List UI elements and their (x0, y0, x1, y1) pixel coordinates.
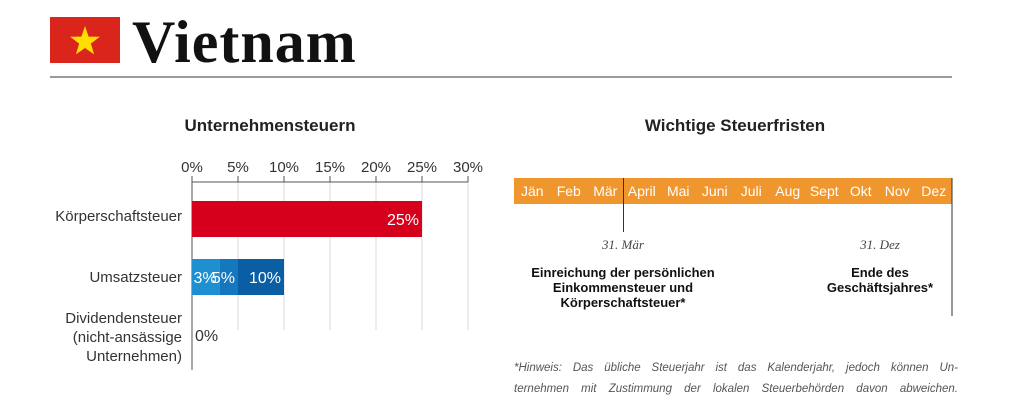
bar-segment (238, 259, 284, 295)
bar-value-label: 25% (387, 212, 419, 229)
bar-segment (219, 259, 238, 295)
flag-star-icon (50, 17, 120, 63)
category-label: Dividendensteuer (65, 310, 182, 327)
deadline-description: Einreichung der persönlichen Einkommenste… (503, 265, 743, 310)
month-label: April (628, 183, 656, 199)
month-label: Sept (810, 183, 839, 199)
vietnam-flag (50, 17, 120, 63)
deadlines-title: Wichtige Steuerfristen (644, 116, 826, 135)
deadline-description-line: Körperschaftsteuer* (560, 295, 686, 310)
x-tick-label: 25% (407, 159, 437, 176)
bar-segment (192, 201, 422, 237)
category-label: Körperschaftsteuer (55, 208, 182, 225)
month-label: Okt (850, 183, 872, 199)
category-label: Umsatzsteuer (89, 269, 182, 286)
x-tick-label: 15% (315, 159, 345, 176)
tax-bar-chart: 0% 5% 10% 15% 20% 25% 30% Körperschaftsteuer Ums… (55, 159, 483, 370)
x-tick-label: 30% (453, 159, 483, 176)
bar-value-label: 10% (249, 270, 281, 287)
month-label: Dez (921, 183, 946, 199)
tax-deadline-timeline: Jän Feb Mär April Mai Juni Juli Aug Sept Okt Nov De… (514, 178, 953, 316)
country-title: Vietnam (132, 9, 357, 75)
bar-value-label: 3% (193, 270, 216, 287)
month-label: Juli (741, 183, 762, 199)
category-label: (nicht-ansässige (73, 329, 182, 346)
x-tick-label: 5% (227, 159, 249, 176)
category-label: Unternehmen) (86, 348, 182, 365)
month-label: Mai (667, 183, 690, 199)
header-divider (50, 76, 952, 78)
footnote: *Hinweis: Das übliche Steuerjahr ist das… (514, 358, 958, 400)
month-label: Jän (521, 183, 544, 199)
deadline-date: 31. Mär (602, 237, 644, 252)
x-tick-label: 20% (361, 159, 391, 176)
month-label: Feb (557, 183, 581, 199)
month-label: Mär (593, 183, 617, 199)
month-bar (514, 178, 952, 204)
deadline-description-line: Einreichung der persönlichen (531, 265, 715, 280)
month-label: Aug (775, 183, 800, 199)
deadline-description-line: Einkommensteuer und (552, 280, 694, 295)
deadline-date: 31. Dez (860, 237, 900, 252)
chart-title: Unternehmensteuern (184, 116, 356, 135)
x-tick-label: 0% (181, 159, 203, 176)
deadline-description-line: Ende des (851, 265, 909, 280)
bar-segment (192, 259, 220, 295)
month-label: Nov (885, 183, 910, 199)
bar-value-label: 5% (212, 270, 235, 287)
x-tick-label: 10% (269, 159, 299, 176)
bar-value-label: 0% (195, 328, 218, 345)
deadline-description: Ende des Geschäftsjahres* (800, 265, 960, 295)
footnote-line: *Hinweis: Das übliche Steuerjahr ist das… (514, 362, 958, 374)
month-label: Juni (702, 183, 728, 199)
deadline-description-line: Geschäftsjahres* (826, 280, 934, 295)
footnote-line: ternehmen mit Zustimmung der lokalen Ste… (514, 383, 958, 395)
